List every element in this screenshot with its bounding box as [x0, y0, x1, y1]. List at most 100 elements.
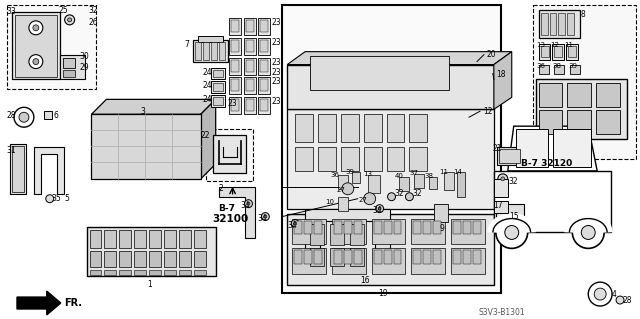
- Text: 32: 32: [394, 189, 404, 198]
- Bar: [341, 147, 359, 171]
- Bar: [433, 220, 441, 234]
- Text: 39: 39: [346, 169, 355, 175]
- Text: 7: 7: [184, 40, 189, 49]
- Bar: [372, 219, 406, 244]
- Bar: [90, 270, 101, 275]
- Bar: [453, 220, 461, 234]
- Text: 28: 28: [622, 296, 632, 305]
- Bar: [433, 250, 441, 264]
- Circle shape: [501, 177, 505, 181]
- Bar: [295, 147, 313, 171]
- Text: 34: 34: [372, 206, 383, 215]
- Bar: [193, 40, 228, 62]
- Bar: [394, 220, 401, 234]
- Bar: [539, 10, 580, 38]
- Text: 37: 37: [410, 170, 419, 176]
- Circle shape: [46, 195, 54, 203]
- Bar: [134, 251, 146, 267]
- Text: 4: 4: [612, 290, 617, 299]
- Text: 23: 23: [271, 58, 281, 67]
- Bar: [387, 147, 404, 171]
- Circle shape: [294, 222, 297, 225]
- Bar: [211, 68, 225, 79]
- Circle shape: [33, 59, 39, 64]
- Text: 23: 23: [228, 99, 237, 108]
- Bar: [260, 40, 268, 52]
- Bar: [203, 42, 209, 60]
- Bar: [15, 15, 57, 77]
- Bar: [304, 250, 312, 264]
- Text: 33: 33: [6, 7, 16, 16]
- Bar: [539, 64, 548, 73]
- Bar: [149, 231, 161, 249]
- Bar: [219, 42, 225, 60]
- Polygon shape: [34, 147, 63, 194]
- Circle shape: [594, 288, 606, 300]
- Text: 14: 14: [453, 169, 462, 175]
- Bar: [412, 219, 445, 244]
- Bar: [10, 144, 26, 194]
- Bar: [90, 231, 101, 249]
- Bar: [451, 219, 485, 244]
- Bar: [292, 219, 326, 244]
- Bar: [228, 38, 241, 55]
- Bar: [259, 97, 270, 114]
- Polygon shape: [305, 209, 390, 273]
- Circle shape: [376, 205, 383, 212]
- Bar: [228, 78, 241, 94]
- Bar: [259, 38, 270, 55]
- Text: 10: 10: [325, 199, 334, 205]
- Bar: [394, 250, 401, 264]
- Polygon shape: [92, 99, 216, 114]
- Bar: [211, 42, 217, 60]
- Bar: [310, 224, 324, 245]
- Bar: [244, 97, 257, 114]
- Circle shape: [19, 112, 29, 122]
- Bar: [244, 78, 257, 94]
- Bar: [304, 220, 312, 234]
- Text: 26: 26: [88, 18, 98, 27]
- Bar: [230, 60, 239, 71]
- Bar: [60, 55, 84, 79]
- Text: 15: 15: [509, 211, 518, 221]
- Polygon shape: [17, 291, 61, 315]
- Bar: [194, 270, 205, 275]
- Bar: [63, 70, 75, 78]
- Bar: [119, 270, 131, 275]
- Bar: [244, 18, 257, 35]
- Bar: [497, 147, 522, 165]
- Circle shape: [14, 107, 34, 127]
- Bar: [179, 270, 191, 275]
- Text: 8: 8: [580, 10, 585, 19]
- Bar: [104, 251, 116, 267]
- Bar: [259, 58, 270, 75]
- Bar: [63, 58, 75, 68]
- Bar: [287, 109, 494, 209]
- Circle shape: [406, 193, 413, 201]
- Bar: [179, 231, 191, 249]
- Text: 19: 19: [378, 289, 387, 298]
- Bar: [260, 60, 268, 71]
- Text: 13: 13: [363, 171, 372, 177]
- Bar: [444, 172, 454, 190]
- Bar: [568, 84, 591, 107]
- Bar: [259, 78, 270, 94]
- Circle shape: [588, 282, 612, 306]
- Circle shape: [261, 212, 269, 220]
- Circle shape: [29, 21, 43, 35]
- Text: 23: 23: [271, 78, 281, 86]
- Bar: [104, 231, 116, 249]
- Bar: [344, 220, 352, 234]
- Text: 32: 32: [412, 189, 422, 198]
- Bar: [164, 251, 176, 267]
- Bar: [412, 249, 445, 274]
- Polygon shape: [494, 52, 512, 109]
- Bar: [211, 81, 225, 93]
- Circle shape: [247, 202, 250, 205]
- Text: 25: 25: [59, 6, 68, 15]
- Bar: [244, 58, 257, 75]
- Bar: [423, 250, 431, 264]
- Bar: [539, 44, 550, 60]
- Bar: [568, 110, 591, 134]
- Bar: [44, 111, 52, 119]
